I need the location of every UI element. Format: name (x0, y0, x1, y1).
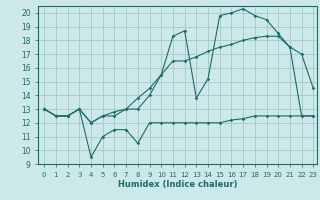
X-axis label: Humidex (Indice chaleur): Humidex (Indice chaleur) (118, 180, 237, 189)
